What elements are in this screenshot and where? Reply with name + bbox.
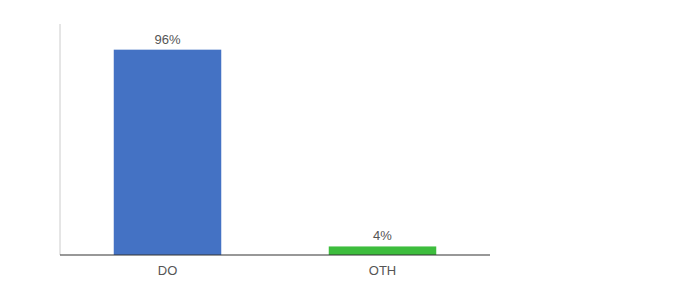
x-tick-labels: DO OTH <box>158 263 396 278</box>
chart-container: 96% 4% DO OTH <box>0 0 680 300</box>
bar <box>114 50 222 255</box>
data-labels: 96% 4% <box>154 32 392 244</box>
x-tick-label: DO <box>158 263 178 278</box>
bars <box>114 50 437 255</box>
y-axis-line <box>60 24 61 255</box>
x-axis-line <box>60 254 490 255</box>
data-label: 96% <box>154 32 180 47</box>
chart-svg: 96% 4% DO OTH <box>0 0 680 300</box>
bar <box>329 246 437 255</box>
data-label: 4% <box>373 228 392 243</box>
x-tick-label: OTH <box>369 263 396 278</box>
